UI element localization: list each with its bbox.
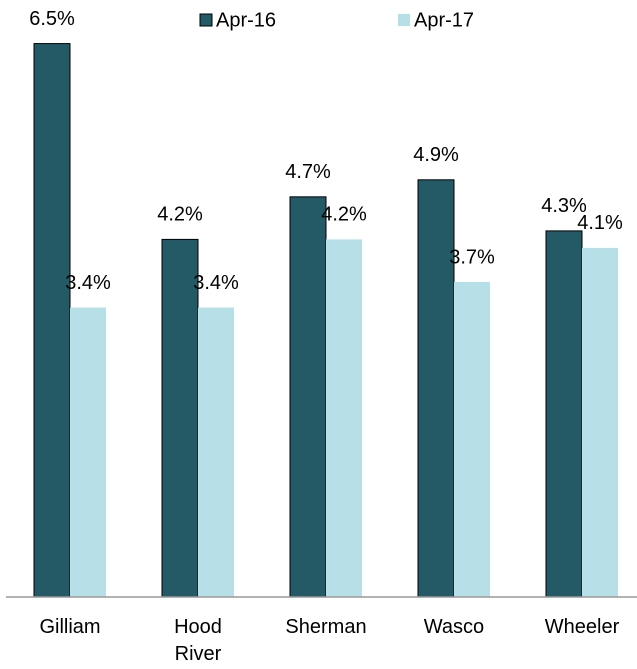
- legend-swatch: [199, 13, 213, 27]
- x-tick-label: Gilliam: [39, 616, 101, 638]
- x-tick-label: Hood River: [174, 616, 222, 665]
- bar: [289, 196, 327, 598]
- data-label: 3.7%: [449, 246, 495, 268]
- x-tick-label: Wasco: [423, 616, 485, 638]
- bar: [454, 281, 490, 597]
- data-label: 4.7%: [285, 161, 331, 183]
- bar: [582, 247, 618, 597]
- x-tick-label: Sherman: [285, 616, 367, 638]
- data-label: 3.4%: [65, 272, 111, 294]
- data-label: 4.1%: [577, 212, 623, 234]
- bar: [161, 238, 199, 598]
- data-label: 3.4%: [193, 272, 239, 294]
- legend-swatch: [398, 14, 410, 26]
- data-label: 4.2%: [321, 204, 367, 226]
- legend-label: Apr-16: [216, 9, 276, 31]
- legend-label: Apr-17: [414, 9, 474, 31]
- bar: [545, 230, 583, 598]
- data-label: 6.5%: [29, 8, 75, 30]
- data-label: 4.9%: [413, 144, 459, 166]
- x-tick-label: Wheeler: [544, 616, 620, 638]
- bar: [417, 179, 455, 598]
- data-label: 4.3%: [541, 195, 587, 217]
- bar: [33, 43, 71, 598]
- bar: [70, 307, 106, 597]
- data-label: 4.2%: [157, 204, 203, 226]
- bar: [198, 307, 234, 597]
- bar: [326, 239, 362, 597]
